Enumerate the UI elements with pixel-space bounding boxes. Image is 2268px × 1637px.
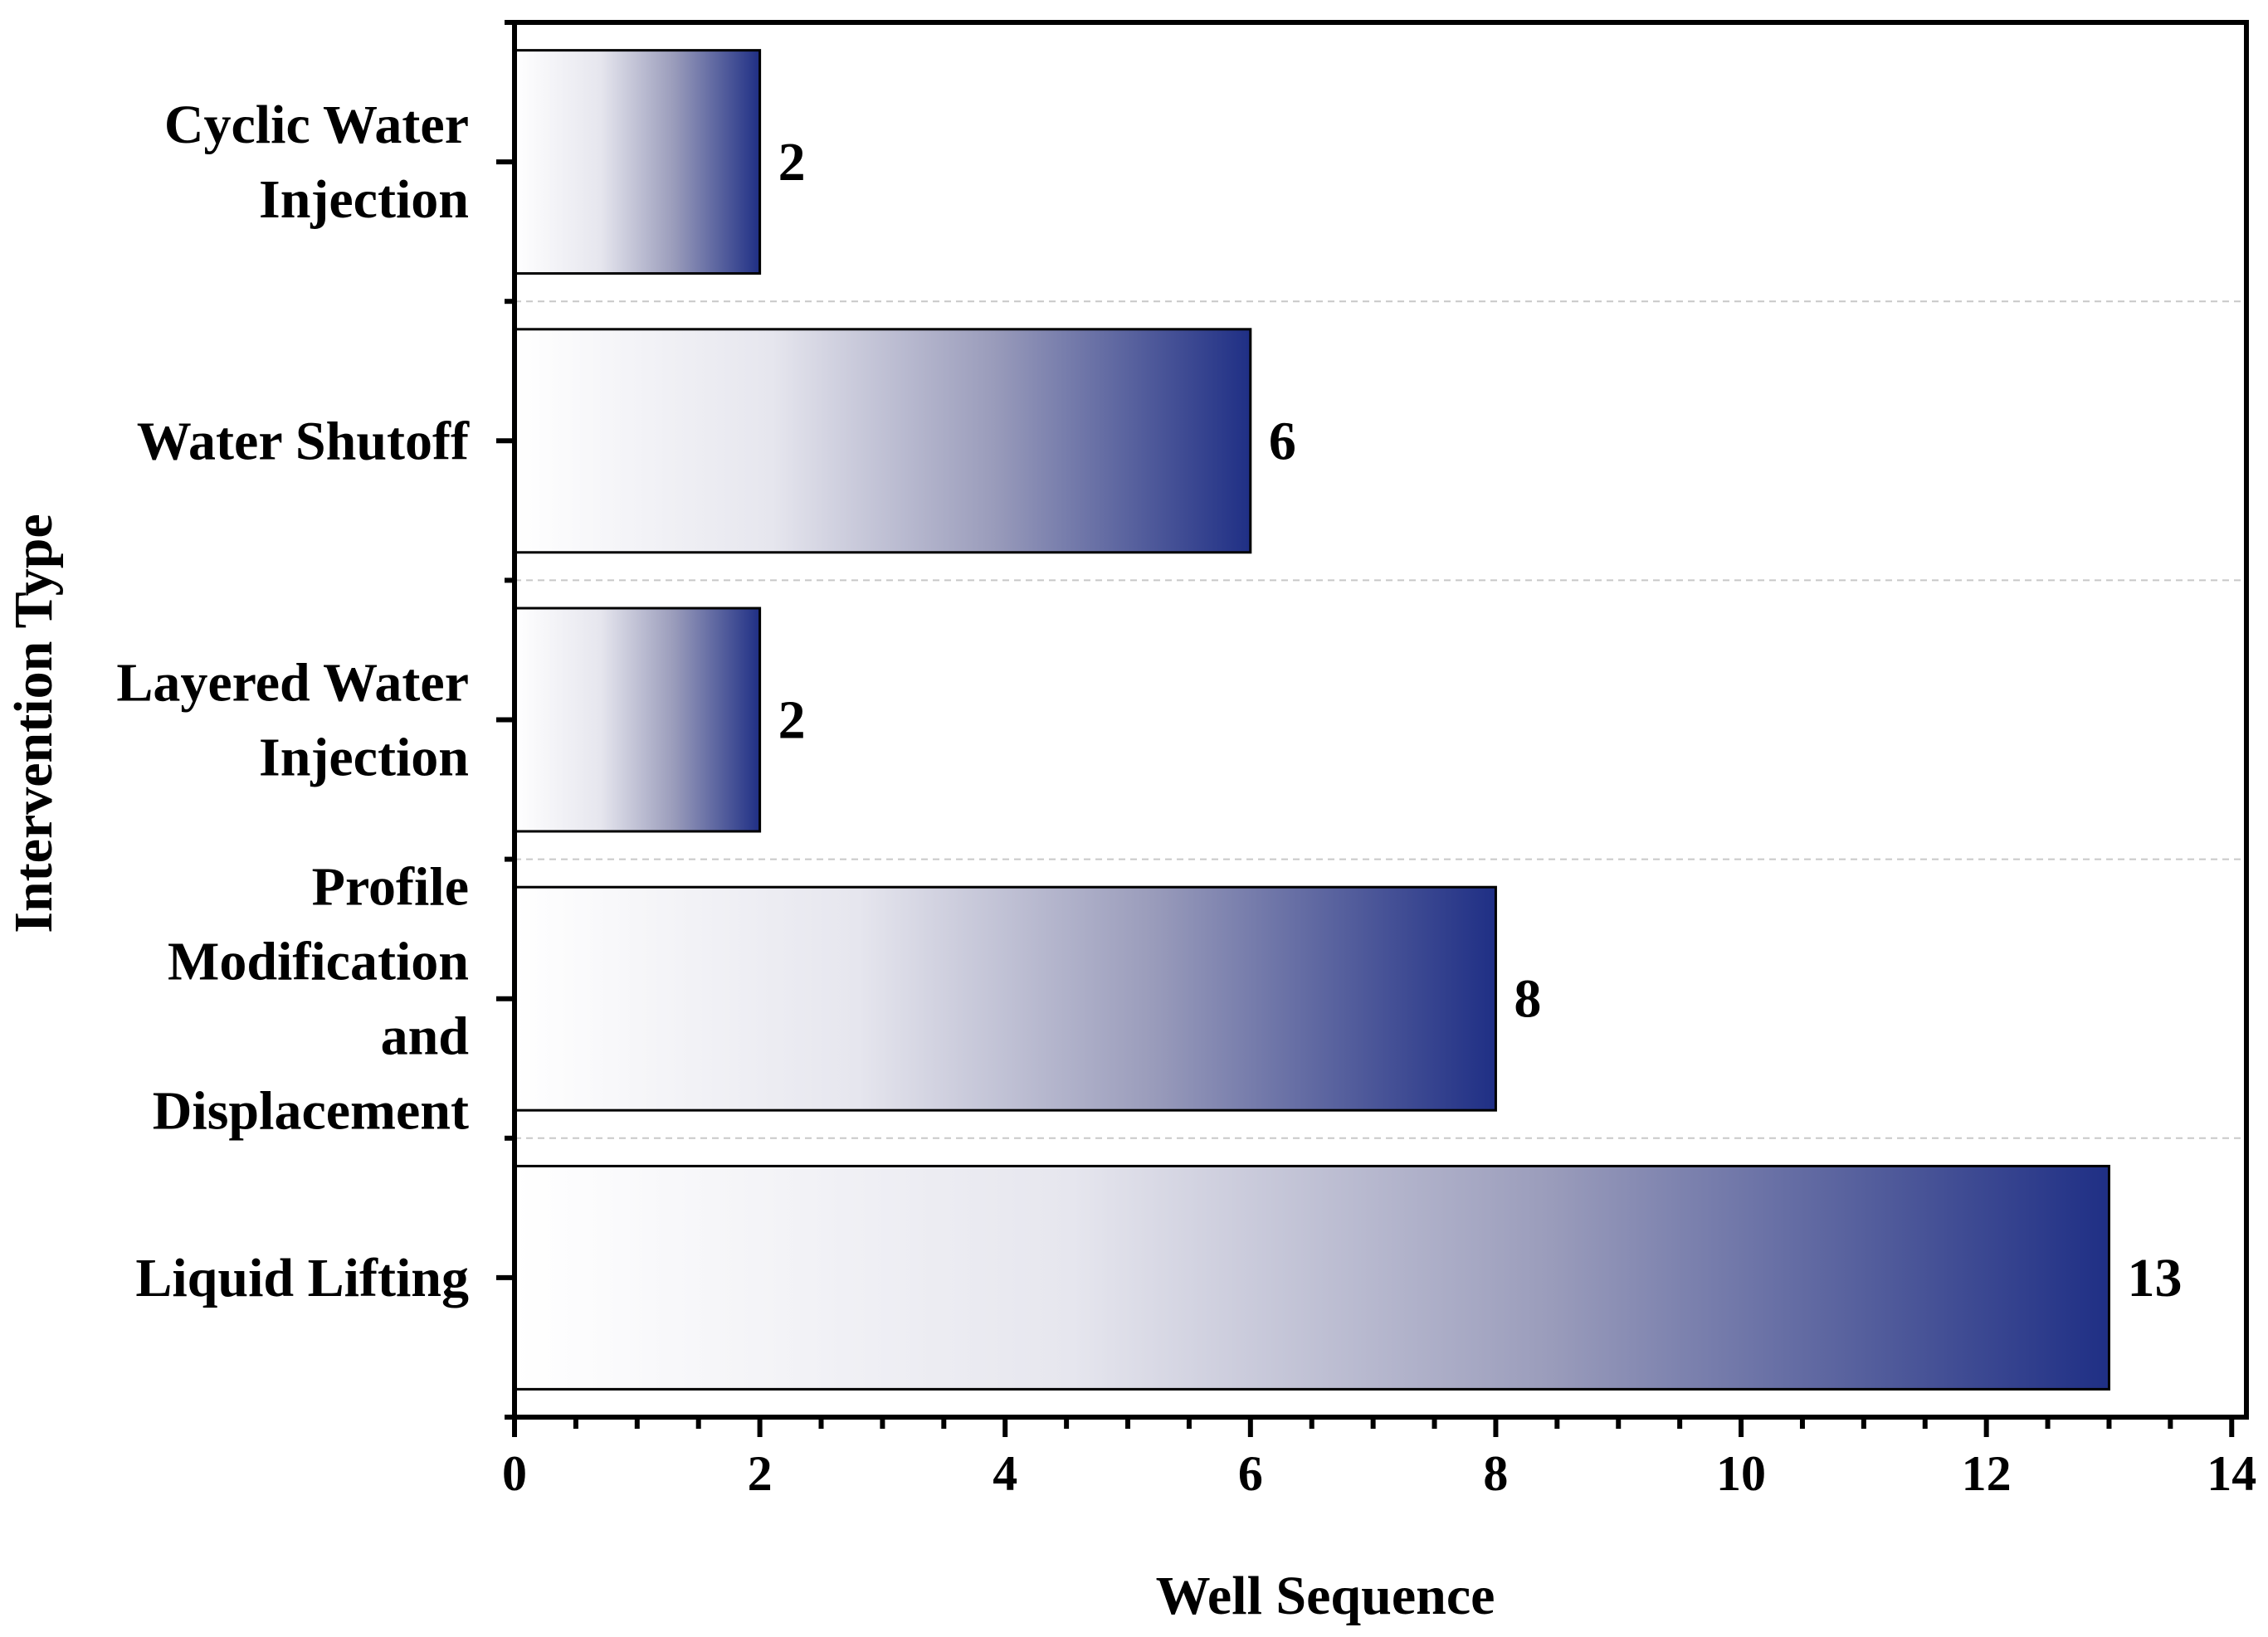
x-tick-label: 8 (1483, 1446, 1508, 1501)
x-tick-label: 2 (748, 1446, 773, 1501)
bar-value-label: 13 (2127, 1248, 2182, 1308)
x-axis-title: Well Sequence (1156, 1566, 1495, 1626)
bar (513, 49, 762, 275)
category-label: Liquid Lifting (135, 1248, 469, 1308)
axes (496, 20, 2249, 1437)
plot-frame (512, 20, 2249, 1420)
category-label: Water Shutoff (137, 411, 470, 471)
bar-value-label: 2 (778, 132, 806, 192)
grid-lines (515, 300, 2246, 1139)
bar-value-label: 8 (1514, 969, 1541, 1030)
x-tick-label: 12 (1962, 1446, 2012, 1501)
x-tick-label: 0 (502, 1446, 527, 1501)
category-label: Layered Water Injection (116, 653, 469, 788)
x-tick-label: 6 (1238, 1446, 1263, 1501)
x-tick-label: 4 (993, 1446, 1017, 1501)
bar-value-label: 6 (1269, 411, 1296, 471)
bar (513, 607, 762, 833)
bars (513, 49, 2110, 1391)
bar-value-label: 2 (778, 690, 806, 751)
y-axis-title: Intervention Type (3, 514, 64, 933)
bar (513, 885, 1497, 1112)
labels: 2 Cyclic Water Injection 6 Water Shutoff 2 Lay… (116, 95, 2256, 1501)
bar (513, 328, 1252, 554)
bar (513, 1164, 2110, 1391)
x-tick-label: 10 (1716, 1446, 1766, 1501)
category-label: Profile Modification and Displacement (153, 857, 469, 1142)
category-label: Cyclic Water Injection (164, 95, 469, 230)
x-tick-label: 14 (2207, 1446, 2256, 1501)
